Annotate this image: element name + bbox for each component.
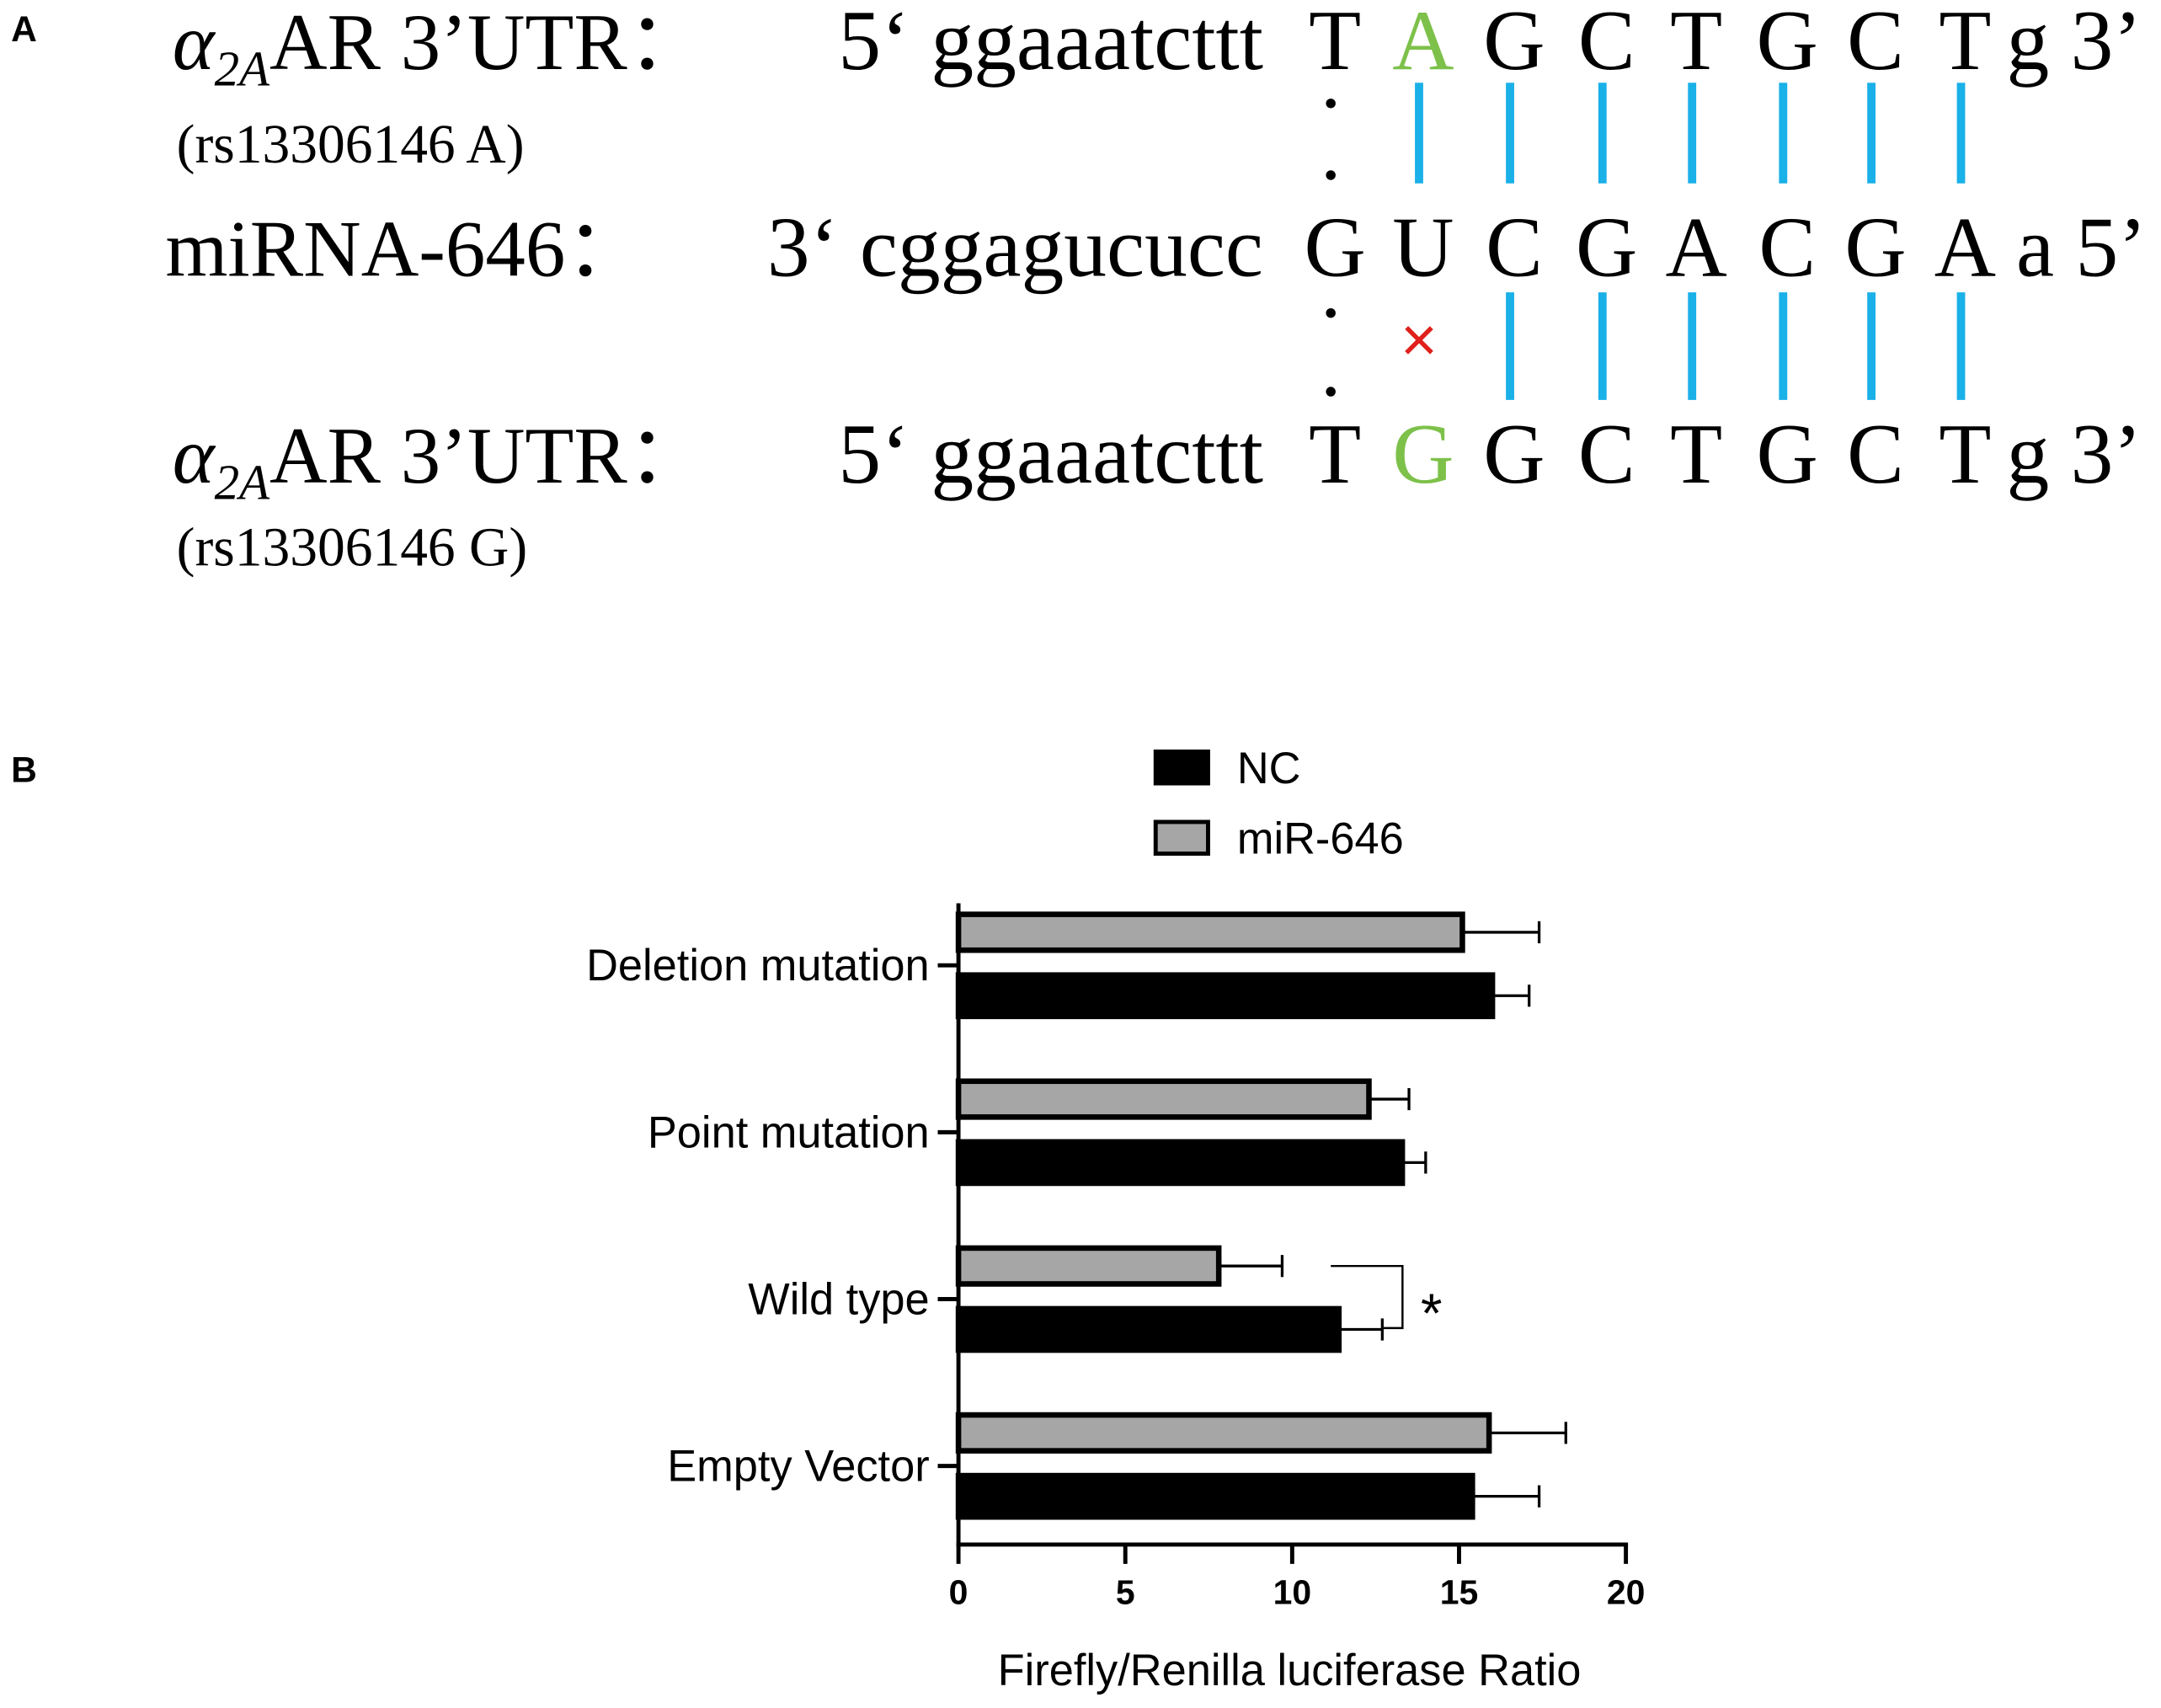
significance-mark: * xyxy=(1421,1283,1442,1344)
x-tick-label: 5 xyxy=(1116,1572,1135,1611)
base: U xyxy=(1392,200,1454,294)
y-tick-label: Empty Vector xyxy=(667,1443,929,1492)
wobble-dot xyxy=(1326,170,1336,180)
bar xyxy=(955,1305,1342,1353)
symbol: α xyxy=(173,411,216,500)
legend-label: miR-646 xyxy=(1237,815,1404,864)
panel-label: A xyxy=(11,9,37,50)
row-name: α2AAR 3’UTR： xyxy=(173,0,707,97)
base: A xyxy=(1665,200,1726,294)
base: C xyxy=(1578,0,1635,88)
name-text: AR 3’UTR： xyxy=(269,0,707,87)
bar xyxy=(955,972,1496,1020)
base: T xyxy=(1939,407,1991,501)
base: G xyxy=(1483,407,1545,501)
base: C xyxy=(1847,407,1904,501)
base: G xyxy=(1576,200,1637,294)
base: G xyxy=(1757,0,1818,88)
name-text: miRNA-646： xyxy=(166,204,646,293)
bar xyxy=(955,1078,1372,1120)
row-name: miRNA-646： xyxy=(166,204,646,293)
bar xyxy=(955,1245,1222,1287)
base: T xyxy=(1309,407,1361,501)
base: T xyxy=(1309,0,1361,88)
bar xyxy=(955,1412,1492,1454)
sequence-suffix: a 5’ xyxy=(2016,200,2147,294)
base: G xyxy=(1392,407,1454,501)
bar xyxy=(955,1139,1406,1187)
wobble-dot xyxy=(1326,387,1336,397)
mismatch: × xyxy=(1401,304,1438,375)
sequence-prefix: 5‘ ggaaatcttt xyxy=(838,407,1263,501)
row-name: α2AAR 3’UTR： xyxy=(173,411,707,510)
x-tick-label: 10 xyxy=(1273,1572,1312,1611)
legend-swatch xyxy=(1153,749,1210,786)
panel-label: B xyxy=(11,750,37,790)
base: C xyxy=(1486,200,1543,294)
x-axis-label: Firefly/Renilla luciferase Ratio xyxy=(998,1647,1582,1695)
base: A xyxy=(1392,0,1454,88)
x-tick-label: 0 xyxy=(949,1572,968,1611)
significance-bracket xyxy=(1331,1264,1404,1330)
base: C xyxy=(1758,200,1816,294)
row-note: (rs13306146 G) xyxy=(177,517,528,578)
subscript: 2A xyxy=(215,455,270,510)
y-tick-label: Deletion mutation xyxy=(586,942,930,990)
sequence-prefix: 3‘ cggagucucc xyxy=(767,200,1263,294)
base: T xyxy=(1939,0,1991,88)
base: T xyxy=(1670,407,1722,501)
sequence-suffix: g 3’ xyxy=(2007,407,2142,501)
bar xyxy=(955,1472,1475,1520)
x-tick-label: 20 xyxy=(1607,1572,1646,1611)
row-note: (rs13306146 A) xyxy=(177,115,525,175)
symbol: α xyxy=(173,0,216,87)
base: G xyxy=(1757,407,1818,501)
y-tick-label: Wild type xyxy=(748,1276,929,1325)
sequence-prefix: 5‘ ggaaatcttt xyxy=(838,0,1263,88)
bar-chart: NC miR-646 Deletion mutation Point mutation… xyxy=(586,745,1645,1695)
base: G xyxy=(1844,200,1906,294)
base: C xyxy=(1578,407,1635,501)
base: G xyxy=(1483,0,1545,88)
base: T xyxy=(1670,0,1722,88)
legend-label: NC xyxy=(1237,745,1301,793)
x-tick-label: 15 xyxy=(1440,1572,1479,1611)
sequence-alignment: α2AAR 3’UTR：(rs13306146 A)5‘ ggaaatcttt T… xyxy=(166,0,2147,578)
bar xyxy=(955,911,1465,953)
base: G xyxy=(1304,200,1365,294)
wobble-dot xyxy=(1326,307,1336,318)
wobble-dot xyxy=(1326,99,1336,109)
name-text: AR 3’UTR： xyxy=(269,411,707,500)
sequence-suffix: g 3’ xyxy=(2007,0,2142,88)
legend-swatch xyxy=(1153,819,1210,857)
base: C xyxy=(1847,0,1904,88)
subscript: 2A xyxy=(215,41,270,97)
base: A xyxy=(1934,200,1996,294)
y-tick-label: Point mutation xyxy=(648,1108,930,1157)
